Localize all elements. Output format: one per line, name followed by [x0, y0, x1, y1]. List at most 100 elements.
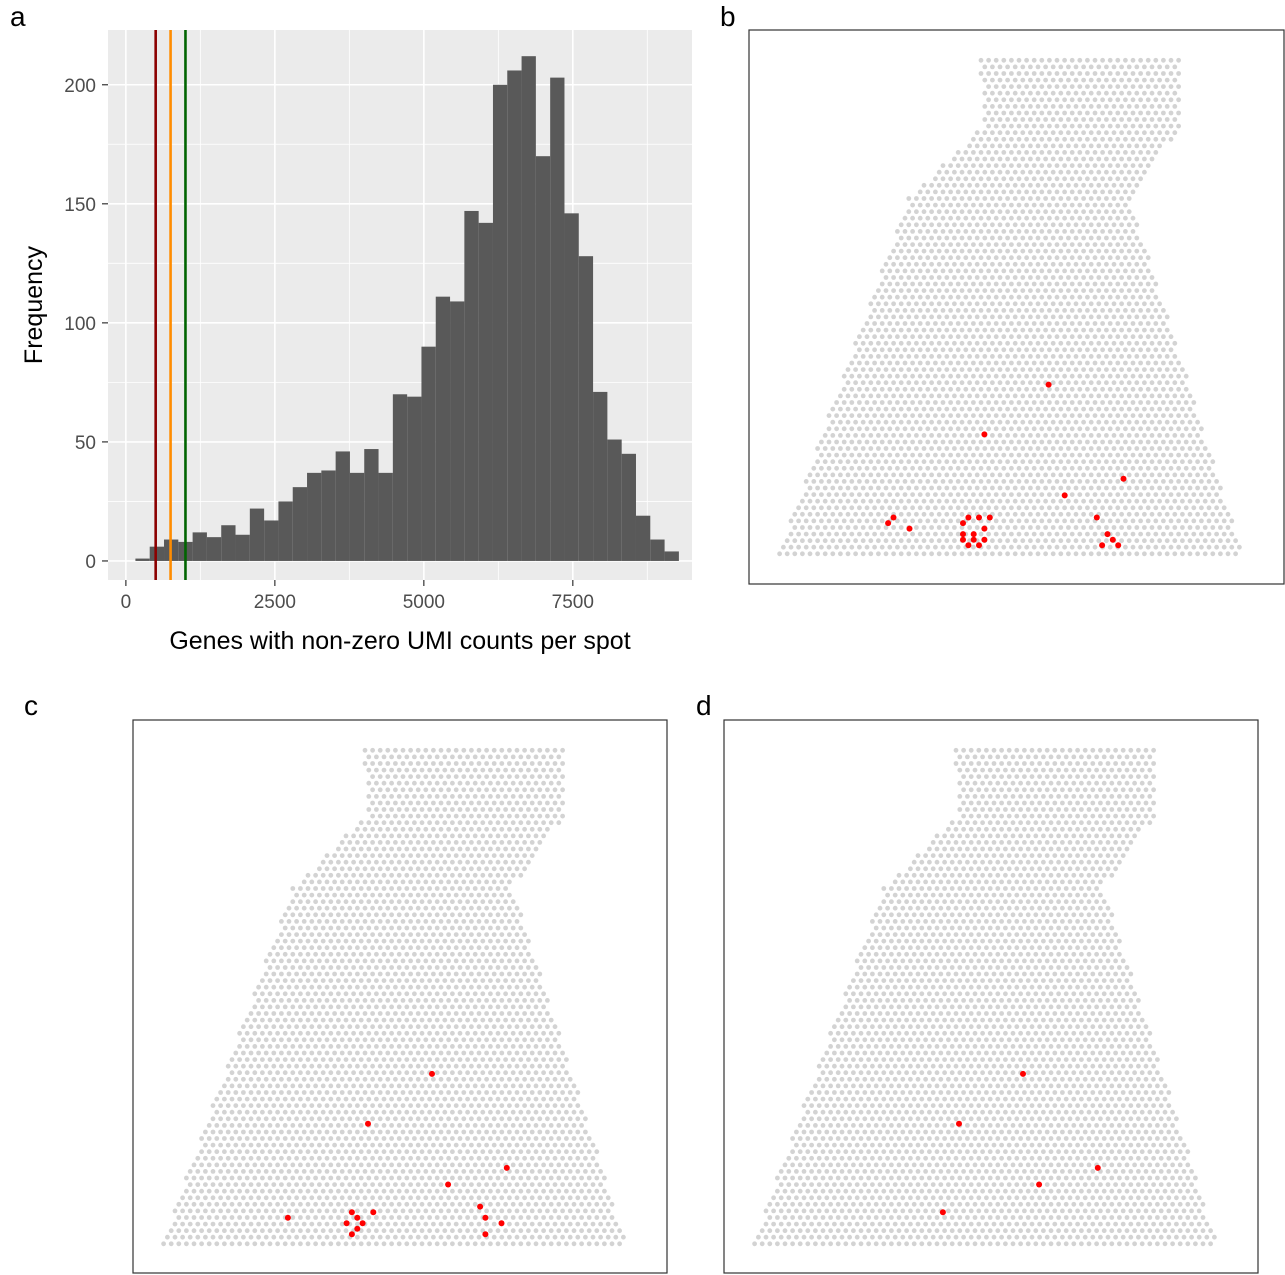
tissue-spot	[853, 551, 858, 557]
tissue-spot	[533, 807, 539, 812]
tissue-spot	[1104, 419, 1109, 425]
tissue-spot	[948, 492, 953, 497]
tissue-spot	[868, 354, 874, 359]
tissue-spot	[400, 932, 406, 937]
tissue-spot	[412, 978, 417, 983]
tissue-spot	[1104, 196, 1109, 201]
tissue-spot	[260, 1004, 265, 1010]
tissue-spot	[1164, 459, 1170, 465]
tissue-spot	[781, 544, 786, 550]
tissue-spot	[1104, 446, 1109, 451]
tissue-spot	[507, 932, 512, 937]
tissue-spot	[252, 1070, 258, 1076]
tissue-spot	[499, 1063, 505, 1069]
tissue-spot	[415, 1011, 421, 1016]
tissue-spot	[339, 840, 345, 845]
tissue-spot	[408, 1076, 413, 1082]
tissue-spot	[332, 1063, 337, 1069]
tissue-spot	[1164, 433, 1170, 438]
tissue-spot	[1172, 525, 1178, 530]
tissue-spot	[1012, 130, 1018, 136]
tissue-spot	[412, 780, 417, 786]
tissue-spot	[290, 1057, 296, 1062]
tissue-spot	[465, 991, 470, 997]
tissue-spot	[1024, 71, 1029, 76]
tissue-spot	[1157, 485, 1162, 491]
tissue-spot	[377, 892, 383, 898]
tissue-spot	[1092, 189, 1098, 195]
tissue-spot	[1085, 308, 1090, 313]
tissue-spot	[1012, 301, 1018, 307]
tissue-spot	[355, 1037, 360, 1043]
tissue-spot	[309, 998, 315, 1003]
tissue-spot	[1164, 498, 1170, 504]
tissue-spot	[944, 406, 950, 412]
tissue-spot	[1066, 156, 1071, 162]
tissue-spot	[933, 347, 938, 353]
tissue-spot	[529, 813, 535, 819]
tissue-spot	[917, 413, 923, 418]
tissue-spot	[1100, 386, 1105, 392]
tissue-spot	[1058, 446, 1064, 451]
tissue-spot	[1077, 242, 1083, 248]
tissue-spot	[822, 538, 828, 544]
tissue-spot	[1149, 367, 1155, 372]
tissue-spot	[1088, 511, 1094, 517]
tissue-spot	[1085, 544, 1090, 550]
tissue-spot	[841, 505, 847, 511]
tissue-spot	[404, 1030, 410, 1036]
tissue-spot	[457, 899, 463, 905]
tissue-spot	[469, 1063, 474, 1069]
tissue-spot	[1035, 182, 1041, 188]
tissue-spot	[1016, 386, 1022, 392]
tissue-spot	[1134, 182, 1140, 188]
tissue-spot	[571, 1083, 577, 1089]
tissue-spot	[317, 1076, 322, 1082]
tissue-spot	[377, 747, 383, 753]
tissue-spot	[431, 800, 436, 806]
tissue-spot	[1009, 360, 1014, 366]
tissue-spot	[940, 229, 946, 234]
tissue-spot	[1009, 544, 1014, 550]
tissue-spot	[545, 1024, 550, 1030]
tissue-spot	[404, 767, 410, 773]
tissue-spot	[948, 452, 953, 458]
tissue-spot	[1058, 472, 1064, 478]
tissue-spot	[510, 912, 516, 918]
tissue-spot	[940, 281, 946, 287]
tissue-spot	[986, 281, 991, 287]
tissue-spot	[1123, 308, 1128, 313]
tissue-spot	[1123, 531, 1128, 537]
tissue-spot	[339, 892, 345, 898]
tissue-spot	[541, 1096, 546, 1102]
tissue-spot	[1058, 169, 1064, 175]
tissue-spot	[1161, 136, 1166, 142]
tissue-spot	[1012, 248, 1018, 254]
tissue-spot	[1149, 525, 1155, 530]
tissue-spot	[906, 380, 912, 386]
tissue-spot	[476, 932, 482, 937]
tissue-spot	[1016, 294, 1022, 300]
x-tick-label: 2500	[254, 592, 296, 613]
tissue-spot	[1066, 143, 1071, 149]
tissue-spot	[993, 492, 999, 497]
tissue-spot	[503, 859, 508, 865]
tissue-spot	[940, 479, 946, 484]
tissue-spot	[1100, 255, 1105, 261]
tissue-spot	[229, 1057, 235, 1062]
tissue-spot	[484, 919, 489, 924]
tissue-spot	[819, 505, 824, 511]
tissue-spot	[1062, 334, 1067, 340]
tissue-spot	[290, 965, 296, 970]
tissue-spot	[484, 945, 489, 951]
tissue-spot	[1202, 525, 1208, 530]
tissue-spot	[419, 899, 425, 905]
tissue-spot	[332, 919, 337, 924]
tissue-spot	[868, 459, 874, 465]
tissue-spot	[1035, 393, 1041, 399]
tissue-spot	[400, 892, 406, 898]
tissue-spot	[404, 859, 410, 865]
tissue-spot	[400, 1063, 406, 1069]
tissue-spot	[537, 1090, 543, 1095]
tissue-spot	[1020, 77, 1026, 83]
